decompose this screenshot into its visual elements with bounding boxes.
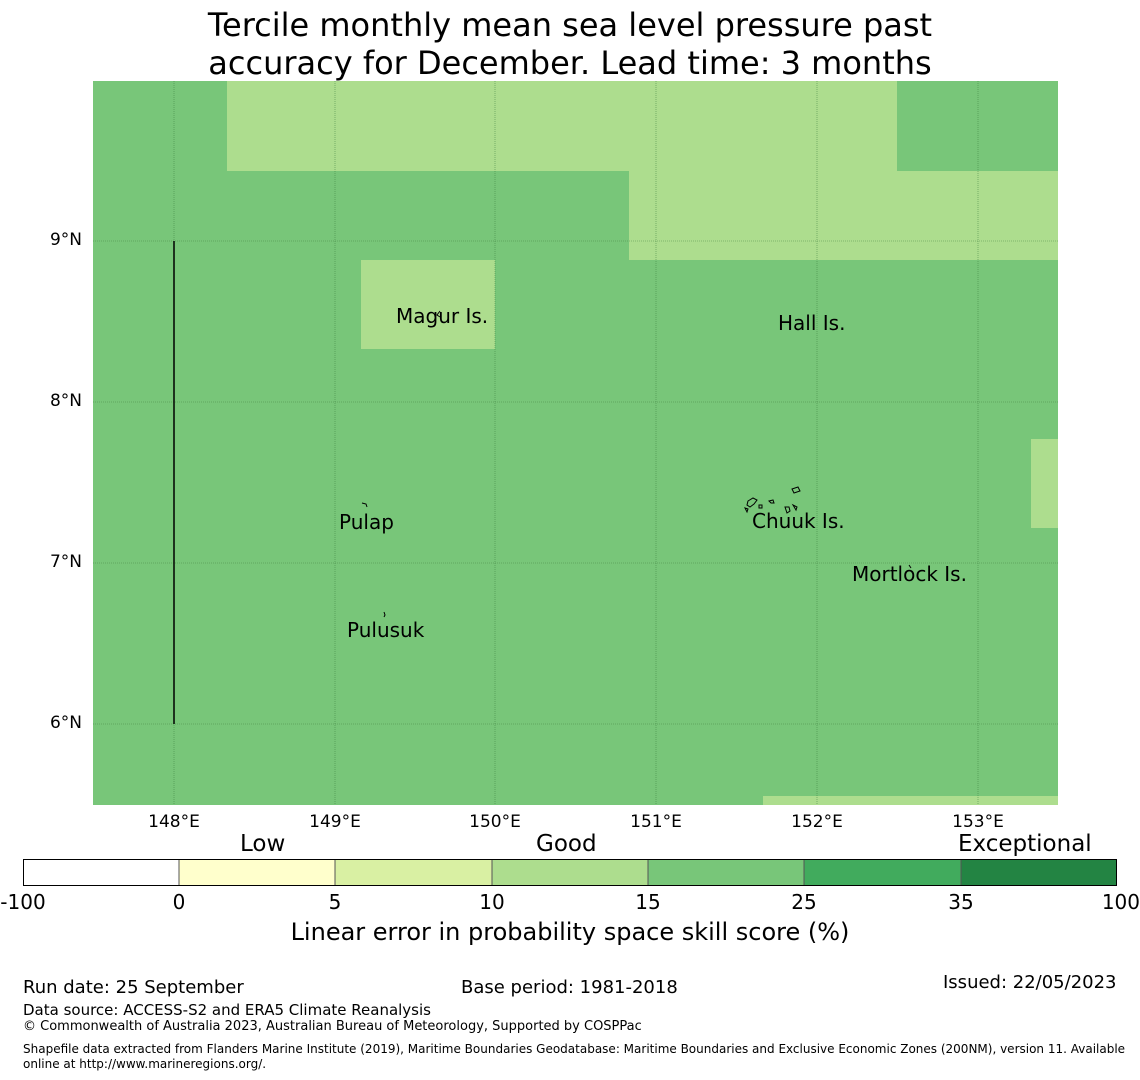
colorbar-swatch-2 — [335, 859, 492, 886]
issued-date: Issued: 22/05/2023 — [943, 972, 1117, 993]
island-chuuk-4 — [758, 504, 763, 509]
island-chuuk-3 — [768, 499, 775, 504]
graticule — [93, 81, 1058, 805]
title-line-2: accuracy for December. Lead time: 3 mont… — [208, 44, 932, 82]
island-pulusuk — [383, 611, 386, 618]
colorbar-tick-25: 25 — [791, 890, 817, 914]
lon-label-149e: 149°E — [309, 812, 361, 832]
colorbar-tick-5: 5 — [328, 890, 342, 914]
skill-cell-top-band — [227, 81, 897, 171]
island-mortlock — [908, 564, 912, 569]
skill-cell-magur — [361, 260, 495, 349]
lon-label-150e: 150°E — [469, 812, 521, 832]
colorbar-category-low: Low — [240, 831, 286, 857]
colorbar-tick-15: 15 — [635, 890, 661, 914]
skill-cell-corner — [897, 81, 1058, 171]
chart-title: Tercile monthly mean sea level pressure … — [0, 6, 1140, 82]
lat-label-9n: 9°N — [49, 230, 82, 250]
island-chuuk-1 — [791, 486, 801, 494]
island-magur — [436, 310, 441, 318]
base-period: Base period: 1981-2018 — [461, 977, 678, 998]
colorbar-frame — [23, 859, 1117, 886]
title-line-1: Tercile monthly mean sea level pressure … — [207, 6, 933, 44]
lon-label-151e: 151°E — [630, 812, 682, 832]
place-label-hall: Hall Is. — [778, 311, 846, 335]
colorbar-tick-35: 35 — [948, 890, 974, 914]
colorbar-swatch-3 — [492, 859, 648, 886]
colorbar-tick-100: 100 — [1101, 890, 1140, 914]
skill-cell-east-edge — [1031, 439, 1058, 528]
colorbar-label: Linear error in probability space skill … — [290, 918, 850, 946]
colorbar-category-good: Good — [536, 831, 597, 857]
island-chuuk-6 — [791, 503, 798, 512]
island-chuuk-2 — [746, 497, 758, 508]
colorbar-tick-neg100: -100 — [0, 890, 46, 914]
run-date: Run date: 25 September — [23, 977, 244, 998]
colorbar-dividers — [178, 859, 962, 886]
island-chuuk-7 — [744, 507, 749, 514]
lon-label-148e: 148°E — [148, 812, 200, 832]
island-chuuk-5 — [784, 506, 791, 514]
lat-label-7n: 7°N — [49, 552, 82, 572]
shapefile-credit-line-2: online at http://www.marineregions.org/. — [23, 1057, 267, 1071]
map-layer — [93, 81, 1058, 805]
lon-label-152e: 152°E — [791, 812, 843, 832]
lat-label-8n: 8°N — [49, 391, 82, 411]
colorbar-tick-0: 0 — [172, 890, 186, 914]
lat-label-6n: 6°N — [49, 713, 82, 733]
colorbar-swatch-6 — [961, 859, 1117, 886]
colorbar-swatch-5 — [804, 859, 961, 886]
place-label-pulap: Pulap — [339, 510, 394, 534]
place-label-pulusuk: Pulusuk — [347, 618, 425, 642]
colorbar-swatch-1 — [179, 859, 335, 886]
colorbar-category-exceptional: Exceptional — [958, 831, 1092, 857]
lon-label-153e: 153°E — [952, 812, 1004, 832]
colorbar-tick-10: 10 — [479, 890, 505, 914]
copyright: © Commonwealth of Australia 2023, Austra… — [23, 1019, 642, 1034]
skill-cell-bottom — [763, 796, 1058, 805]
island-outlines — [361, 310, 912, 618]
place-label-chuuk: Chuuk Is. — [752, 509, 845, 533]
place-label-mortlock: Mortlock Is. — [852, 562, 967, 586]
map-panel[interactable]: Magur Is. Hall Is. Pulap Chuuk Is. Mortl… — [93, 81, 1058, 805]
place-label-magur: Magur Is. — [396, 304, 489, 328]
colorbar — [23, 859, 1117, 886]
skill-cell-top-right — [629, 171, 1058, 260]
data-source: Data source: ACCESS-S2 and ERA5 Climate … — [23, 1001, 431, 1019]
colorbar-swatch-4 — [648, 859, 804, 886]
colorbar-swatch-0 — [23, 859, 179, 886]
shapefile-credit-line-1: Shapefile data extracted from Flanders M… — [23, 1042, 1126, 1056]
island-pulap — [361, 502, 368, 508]
